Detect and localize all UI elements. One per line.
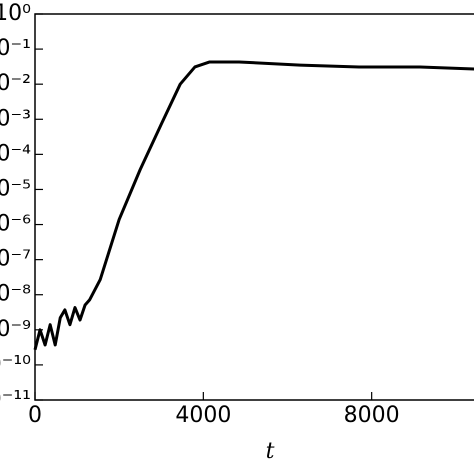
y-tick-label: 10⁻² [0,71,31,96]
x-tick-label: 8000 [344,403,400,428]
plot-frame [34,13,474,401]
y-tick-label: 10⁻⁸ [0,282,31,307]
y-tick-label: 10⁻¹ [0,36,31,61]
x-tick-label: 4000 [175,403,231,428]
y-tick-label: 10⁻¹⁰ [0,352,31,377]
y-tick-label: 10⁻³ [0,106,31,131]
series-line [33,60,474,351]
y-tick-label: 10⁻⁹ [0,317,31,342]
y-tick-label: 10⁻¹¹ [0,387,31,412]
y-tick-label: 10⁰ [0,1,31,26]
x-tick-label: 0 [28,403,42,428]
y-tick-label: 10⁻⁷ [0,247,31,272]
y-tick-label: 10⁻⁶ [0,212,31,237]
y-tick-label: 10⁻⁴ [0,141,31,166]
y-tick-label: 10⁻⁵ [0,176,31,201]
x-axis-label: t [266,439,275,464]
